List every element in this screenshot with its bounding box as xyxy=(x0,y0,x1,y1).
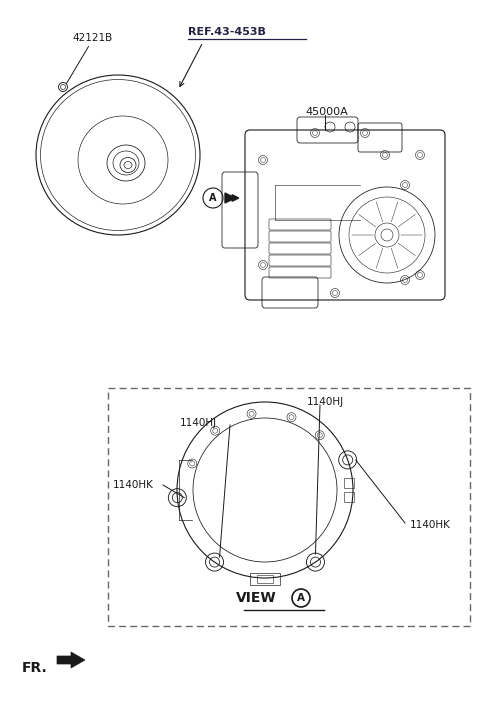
Bar xyxy=(250,573,280,585)
Text: 42121B: 42121B xyxy=(72,33,112,43)
Text: A: A xyxy=(209,193,217,203)
Text: 1140HJ: 1140HJ xyxy=(180,418,217,428)
Text: A: A xyxy=(297,593,305,603)
Bar xyxy=(108,388,470,626)
Polygon shape xyxy=(57,652,85,668)
Bar xyxy=(344,492,354,502)
Polygon shape xyxy=(225,193,235,203)
Text: 1140HK: 1140HK xyxy=(113,480,154,490)
Text: 1140HJ: 1140HJ xyxy=(307,397,344,407)
Text: 1140HK: 1140HK xyxy=(410,520,451,530)
Text: REF.43-453B: REF.43-453B xyxy=(188,27,266,37)
Bar xyxy=(344,478,354,488)
Text: FR.: FR. xyxy=(22,661,48,675)
Text: 45000A: 45000A xyxy=(305,107,348,117)
Bar xyxy=(257,575,273,583)
Text: VIEW: VIEW xyxy=(236,591,277,605)
